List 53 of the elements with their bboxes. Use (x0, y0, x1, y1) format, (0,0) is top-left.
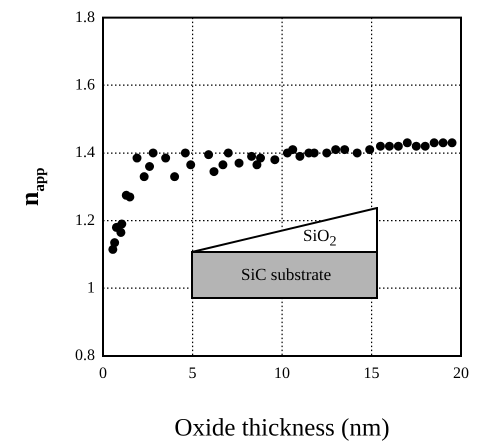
point (430, 138, 439, 148)
x-tick-label: 10 (274, 364, 290, 382)
point (420, 142, 430, 151)
point (234, 158, 244, 168)
point (125, 192, 134, 202)
point (148, 148, 158, 158)
point (384, 142, 394, 151)
point (218, 160, 228, 170)
y-tick-label: 0.8 (75, 347, 95, 364)
point (402, 138, 412, 148)
point (145, 162, 154, 171)
x-axis-title: Oxide thickness (nm) (174, 414, 390, 442)
y-tick-label: 1.2 (75, 212, 95, 229)
annotation: SiC substrate (241, 265, 332, 285)
x-tick-label: 20 (453, 364, 469, 382)
point (252, 160, 262, 170)
point (412, 142, 421, 151)
point (438, 138, 448, 148)
point (116, 228, 126, 237)
point (204, 150, 214, 160)
point (365, 145, 374, 154)
point (295, 152, 304, 161)
annotation: SiO$_{2}$ (303, 226, 337, 250)
point (117, 220, 126, 229)
point (110, 238, 120, 248)
point (340, 145, 350, 154)
y-tick-label: 1.8 (75, 8, 95, 26)
point (322, 148, 332, 158)
point (376, 142, 385, 151)
point (270, 155, 280, 164)
x-tick-label: 5 (188, 364, 196, 382)
point (394, 142, 403, 151)
point (352, 148, 362, 158)
y-tick-label: 1.6 (75, 76, 95, 94)
point (170, 172, 180, 182)
point (448, 138, 457, 148)
point (331, 145, 340, 154)
point (186, 160, 196, 170)
point (256, 154, 266, 163)
point (288, 145, 298, 154)
x-tick-label: 15 (364, 364, 380, 382)
point (161, 154, 170, 163)
x-tick-label: 0 (99, 364, 107, 382)
point (180, 148, 190, 158)
y-axis-title: napp (15, 167, 48, 206)
point (132, 154, 142, 163)
layer-diagram: SiO$_{2}$ SiC substrate (191, 207, 379, 300)
y-tick-label: 1.4 (75, 144, 95, 162)
point (209, 167, 218, 176)
point (140, 172, 149, 182)
point (224, 148, 233, 158)
point (247, 152, 256, 161)
y-tick-label: 1 (87, 280, 95, 297)
